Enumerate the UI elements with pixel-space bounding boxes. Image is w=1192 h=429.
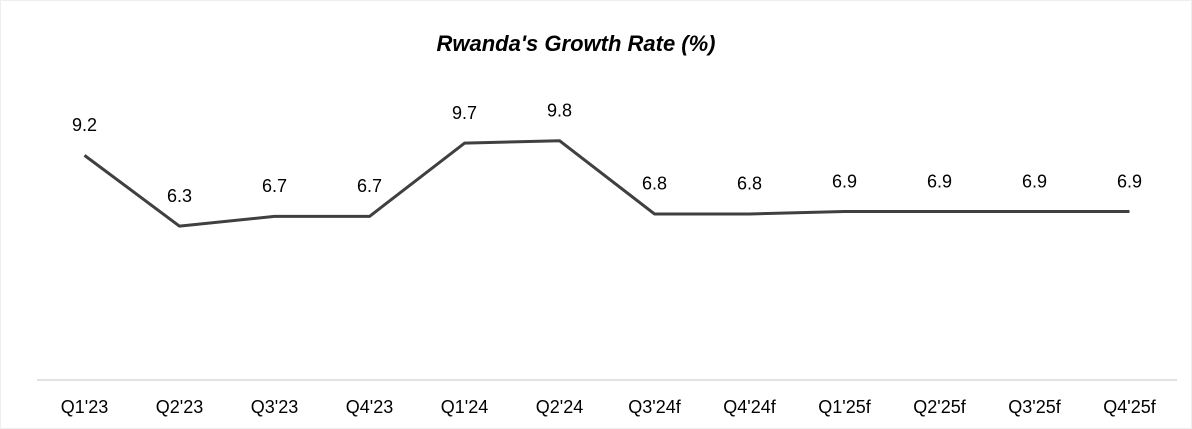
data-label: 9.2 <box>72 115 97 135</box>
x-tick-label: Q1'23 <box>61 397 108 417</box>
data-label: 9.8 <box>547 100 572 120</box>
x-tick-label: Q3'23 <box>251 397 298 417</box>
x-tick-label: Q2'23 <box>156 397 203 417</box>
x-tick-label: Q4'23 <box>346 397 393 417</box>
x-tick-label: Q1'25f <box>818 397 871 417</box>
data-label: 6.3 <box>167 186 192 206</box>
chart-title: Rwanda's Growth Rate (%) <box>436 31 715 56</box>
x-tick-label: Q1'24 <box>441 397 488 417</box>
data-label: 6.8 <box>737 174 762 194</box>
data-label: 6.9 <box>832 171 857 191</box>
x-tick-label: Q3'24f <box>628 397 681 417</box>
data-label: 6.9 <box>1022 171 1047 191</box>
line <box>83 139 1130 228</box>
x-tick-label: Q4'24f <box>723 397 776 417</box>
data-label: 6.7 <box>262 176 287 196</box>
data-label: 9.7 <box>452 103 477 123</box>
data-label: 6.9 <box>1117 171 1142 191</box>
x-tick-label: Q3'25f <box>1008 397 1061 417</box>
x-tick-label: Q2'24 <box>536 397 583 417</box>
data-label: 6.7 <box>357 176 382 196</box>
data-label: 6.9 <box>927 171 952 191</box>
data-label: 6.8 <box>642 174 667 194</box>
x-tick-label: Q2'25f <box>913 397 966 417</box>
x-tick-label: Q4'25f <box>1103 397 1156 417</box>
